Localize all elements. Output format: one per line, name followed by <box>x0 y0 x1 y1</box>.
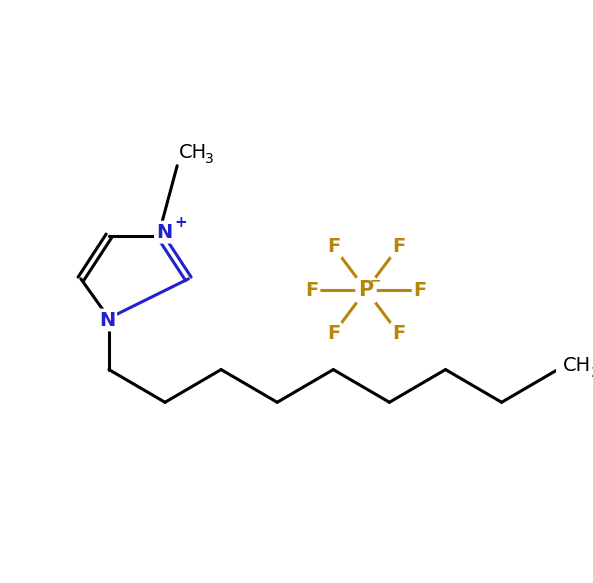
Text: F: F <box>327 324 340 343</box>
Text: 3: 3 <box>205 152 214 166</box>
Text: N: N <box>99 311 115 329</box>
Text: CH: CH <box>563 356 591 375</box>
Text: F: F <box>305 280 318 300</box>
Text: F: F <box>392 237 405 256</box>
Text: F: F <box>392 324 405 343</box>
Text: −: − <box>369 274 381 288</box>
Text: CH: CH <box>179 143 207 162</box>
Text: F: F <box>414 280 427 300</box>
Text: N: N <box>156 223 172 241</box>
Text: P: P <box>358 280 374 300</box>
Text: +: + <box>174 215 187 230</box>
Text: 3: 3 <box>591 366 593 380</box>
Text: F: F <box>327 237 340 256</box>
